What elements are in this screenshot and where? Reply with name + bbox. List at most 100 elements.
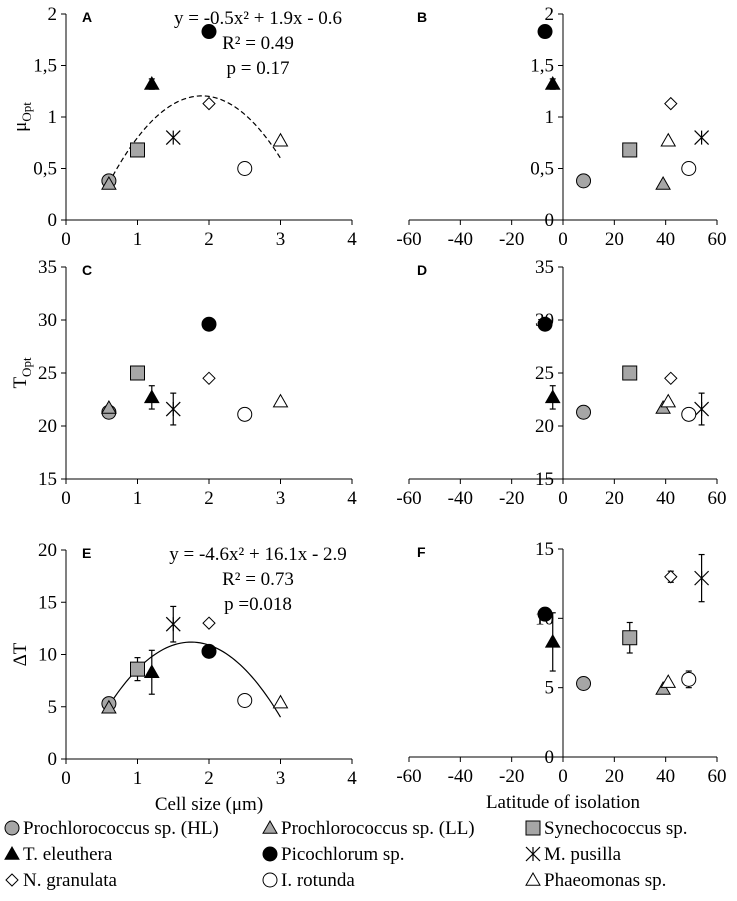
data-point-pic [201, 316, 217, 332]
x-tick-label: 2 [204, 488, 214, 509]
legend-item-irot: I. rotunda [262, 870, 355, 891]
data-point-pic [201, 24, 217, 40]
panel-label: A [82, 9, 92, 25]
legend-marker-phae [525, 871, 541, 886]
legend-item-tele: T. eleuthera [4, 844, 113, 865]
legend-label: Prochlorococcus sp. (HL) [23, 818, 219, 839]
x-tick-label: 4 [347, 768, 357, 789]
data-point-mpus [694, 130, 710, 146]
y-tick-label: 0 [545, 210, 555, 231]
x-tick-label: -20 [499, 488, 524, 509]
x-tick-label: 60 [708, 766, 727, 787]
data-point-phae [660, 393, 677, 408]
legend-marker-tele [4, 845, 20, 860]
data-point-proLL [655, 681, 671, 695]
y-axis-title: ΔT [10, 642, 31, 666]
x-tick-label: -60 [396, 488, 421, 509]
y-tick-label: 2 [48, 4, 58, 25]
data-point-ngra [202, 616, 216, 630]
x-tick-label: 20 [605, 229, 624, 250]
legend-item-proLL: Prochlorococcus sp. (LL) [262, 818, 475, 839]
y-tick-label: 1,5 [530, 56, 554, 77]
data-point-mpus [165, 401, 181, 417]
y-tick-label: 20 [535, 416, 554, 437]
y-tick-label: 0 [545, 747, 555, 768]
data-point-proLL [101, 175, 117, 190]
data-point-proHL [576, 173, 592, 189]
y-tick-label: 10 [38, 645, 57, 666]
x-tick-label: 60 [708, 488, 727, 509]
data-point-syn [622, 365, 638, 381]
data-point-ngra [664, 96, 678, 111]
x-tick-label: 40 [656, 488, 675, 509]
data-point-pic [537, 606, 553, 622]
panel-b: -60 -40 -20 0 20 40 60 0 0,5 1 1,5 2 B [396, 4, 726, 250]
data-point-proHL [576, 404, 592, 420]
y-tick-label: 5 [545, 678, 555, 699]
data-point-tele [544, 76, 561, 90]
legend-item-proHL: Prochlorococcus sp. (HL) [4, 818, 219, 839]
legend-label: Picochlorum sp. [281, 844, 405, 865]
x-tick-label: 0 [61, 488, 71, 509]
x-tick-label: 0 [558, 488, 568, 509]
x-tick-label: 2 [204, 229, 214, 250]
data-point-tele [143, 389, 160, 404]
data-point-mpus [165, 616, 181, 632]
data-point-irot [681, 671, 697, 687]
data-point-phae [660, 674, 677, 688]
panel-label: E [82, 545, 91, 561]
x-tick-label: 1 [133, 488, 143, 509]
data-point-tele [544, 389, 561, 404]
panel-label: D [417, 262, 427, 278]
data-point-irot [237, 161, 253, 176]
y-tick-label: 25 [535, 363, 554, 384]
legend-label: T. eleuthera [23, 844, 113, 865]
legend-marker-ngra [5, 873, 19, 887]
legend-item-pic: Picochlorum sp. [262, 844, 405, 865]
panel-e: 0 1 2 3 4 0 5 10 15 20 E ΔT Cell size (μm) y = -4.6x²… [10, 540, 357, 815]
data-point-syn [130, 365, 145, 381]
y-axis-title: TOpt [10, 357, 34, 388]
x-tick-label: -20 [499, 229, 524, 250]
y-axis-title-subscript: Opt [19, 102, 34, 122]
x-tick-label: 40 [656, 229, 675, 250]
y-tick-label: 15 [535, 539, 554, 560]
panel-label: B [417, 9, 427, 25]
legend-item-mpus: M. pusilla [525, 844, 622, 865]
x-tick-label: 0 [61, 229, 71, 250]
panel-label: C [82, 262, 92, 278]
data-point-phae [272, 132, 289, 147]
x-axis-title: Cell size (μm) [155, 794, 263, 815]
legend-marker-mpus [525, 846, 541, 862]
y-tick-label: 30 [38, 310, 57, 331]
x-tick-label: 4 [347, 488, 357, 509]
data-point-syn [130, 142, 145, 158]
y-tick-label: 20 [38, 540, 57, 561]
legend-label: Phaeomonas sp. [544, 870, 666, 891]
x-axis-title: Latitude of isolation [486, 792, 641, 813]
data-point-ngra [664, 371, 678, 386]
y-axis-title-main: T [10, 377, 31, 389]
panel-c: 0 1 2 3 4 15 20 25 30 35 C TOpt [10, 257, 357, 509]
y-tick-label: 35 [38, 257, 57, 278]
legend-item-syn: Synechococcus sp. [525, 818, 688, 839]
legend-label: M. pusilla [544, 844, 622, 865]
data-point-proHL [576, 676, 592, 692]
y-axis-title-main: μ [10, 122, 31, 132]
data-point-pic [537, 24, 553, 40]
x-tick-label: 0 [61, 768, 71, 789]
y-axis-title: μOpt [10, 102, 34, 132]
x-tick-label: 40 [656, 766, 675, 787]
legend-marker-proLL [262, 819, 278, 834]
data-point-ngra [202, 371, 216, 386]
y-tick-label: 0,5 [530, 159, 554, 180]
data-point-phae [272, 393, 289, 408]
y-tick-label: 35 [535, 257, 554, 278]
data-point-irot [681, 161, 697, 176]
fit-annotation-line: y = -4.6x² + 16.1x - 2.9 [169, 544, 347, 565]
data-point-syn [622, 142, 638, 158]
x-tick-label: 1 [133, 229, 143, 250]
data-point-irot [681, 406, 697, 422]
